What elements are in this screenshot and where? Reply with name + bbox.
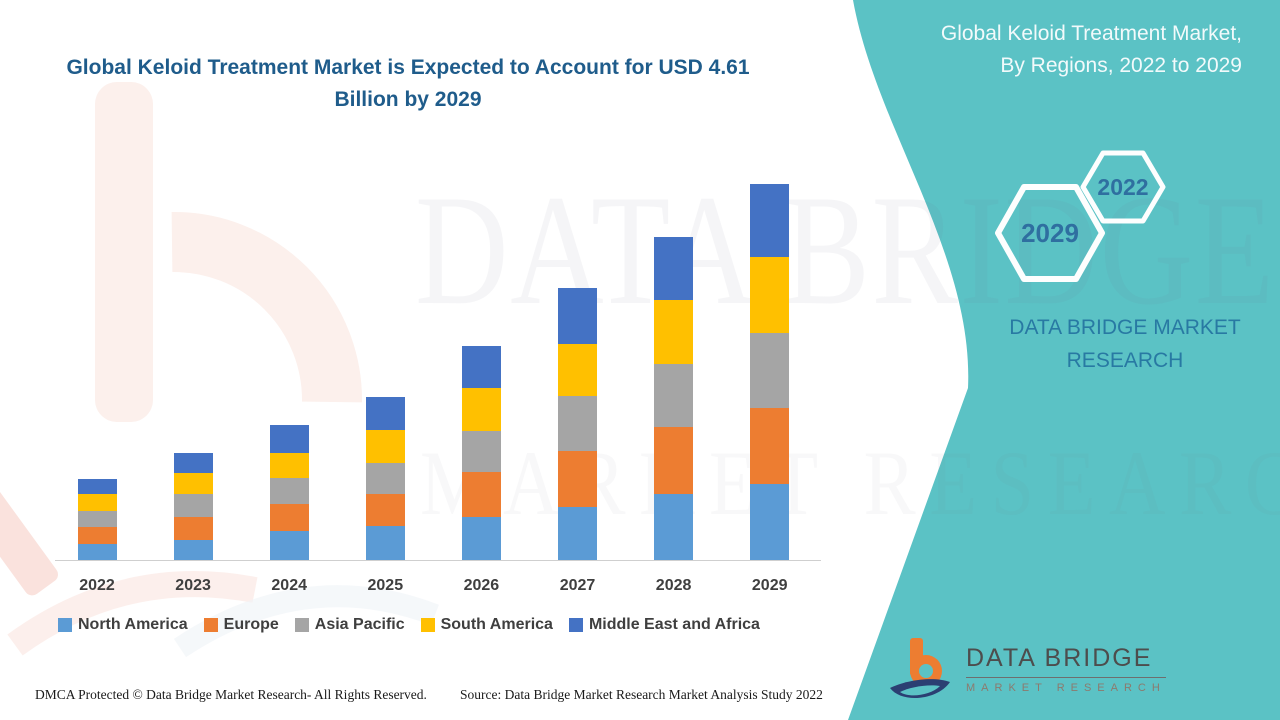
bar-segment-2023-europe bbox=[173, 517, 213, 540]
bar-segment-2029-europe bbox=[750, 407, 790, 484]
legend-item-europe: Europe bbox=[203, 616, 279, 634]
bar-segment-2027-middle-east-and-africa bbox=[558, 288, 597, 345]
brand-text: DATA BRIDGE MARKET RESEARCH bbox=[1009, 316, 1241, 372]
bar-segment-2028-europe bbox=[654, 426, 694, 494]
hexagon-2022-label: 2022 bbox=[1097, 174, 1148, 200]
hexagon-2029: 2029 bbox=[995, 184, 1105, 282]
bar-segment-2023-asia-pacific bbox=[173, 493, 213, 518]
bar-segment-2023-north-america bbox=[173, 539, 213, 560]
x-axis-label-2025: 2025 bbox=[367, 577, 404, 594]
bar-segment-2026-europe bbox=[461, 472, 501, 518]
bar-segment-2027-asia-pacific bbox=[558, 395, 597, 452]
bar-segment-2024-europe bbox=[269, 503, 309, 532]
bar-segment-2029-north-america bbox=[750, 483, 790, 560]
logo-title: DATA BRIDGE bbox=[966, 644, 1166, 678]
footer-copyright: DMCA Protected © Data Bridge Market Rese… bbox=[35, 687, 427, 702]
bar-segment-2022-asia-pacific bbox=[77, 510, 117, 528]
bar-segment-2023-middle-east-and-africa bbox=[173, 452, 213, 474]
bar-segment-2026-north-america bbox=[461, 517, 501, 560]
legend-item-north-america: North America bbox=[58, 616, 188, 634]
logo-subtitle: MARKET RESEARCH bbox=[966, 682, 1166, 694]
bar-segment-2025-asia-pacific bbox=[365, 463, 405, 494]
bar-segment-2022-south-america bbox=[77, 493, 117, 511]
bar-segment-2022-europe bbox=[77, 527, 117, 545]
legend-item-asia-pacific: Asia Pacific bbox=[294, 616, 405, 634]
bar-segment-2026-middle-east-and-africa bbox=[461, 345, 501, 389]
x-axis-line bbox=[55, 560, 821, 561]
legend-swatch-icon bbox=[420, 618, 435, 632]
bar-segment-2024-middle-east-and-africa bbox=[269, 425, 309, 453]
chart-legend: North America Europe Asia Pacific South Ame… bbox=[58, 616, 848, 634]
hexagon-2022: 2022 bbox=[1080, 150, 1166, 224]
bar-segment-2025-middle-east-and-africa bbox=[365, 397, 405, 430]
bar-segment-2025-south-america bbox=[365, 429, 405, 464]
x-axis-label-2029: 2029 bbox=[751, 577, 788, 594]
bar-segment-2029-asia-pacific bbox=[750, 333, 790, 408]
bar-segment-2023-south-america bbox=[173, 473, 213, 494]
x-axis-label-2024: 2024 bbox=[271, 577, 307, 594]
legend-label: Asia Pacific bbox=[314, 616, 405, 633]
x-axis-label-2028: 2028 bbox=[655, 577, 692, 594]
bar-segment-2026-asia-pacific bbox=[461, 430, 501, 473]
legend-label: North America bbox=[78, 616, 188, 633]
bar-segment-2028-north-america bbox=[654, 493, 694, 560]
legend-swatch-icon bbox=[294, 618, 309, 632]
legend-item-south-america: South America bbox=[420, 616, 553, 634]
legend-label: Europe bbox=[223, 616, 279, 633]
bar-segment-2028-south-america bbox=[654, 299, 694, 365]
legend-item-middle-east-and-africa: Middle East and Africa bbox=[568, 616, 760, 634]
bar-segment-2027-europe bbox=[558, 451, 597, 507]
footer-source: Source: Data Bridge Market Research Mark… bbox=[460, 687, 823, 702]
data-bridge-logo: DATA BRIDGE MARKET RESEARCH bbox=[888, 636, 1166, 704]
bar-segment-2028-asia-pacific bbox=[654, 364, 694, 427]
x-axis-label-2026: 2026 bbox=[463, 577, 500, 594]
legend-label: Middle East and Africa bbox=[588, 616, 760, 633]
bar-segment-2027-north-america bbox=[558, 506, 597, 560]
bar-segment-2024-north-america bbox=[269, 531, 309, 560]
chart-title: Global Keloid Treatment Market is Expect… bbox=[66, 56, 750, 111]
hexagon-2029-label: 2029 bbox=[1021, 218, 1079, 248]
x-axis-label-2022: 2022 bbox=[79, 577, 115, 594]
bar-segment-2029-middle-east-and-africa bbox=[750, 183, 790, 258]
side-panel-title: Global Keloid Treatment Market, By Regio… bbox=[940, 22, 1242, 77]
bar-segment-2022-middle-east-and-africa bbox=[77, 479, 117, 494]
bar-segment-2029-south-america bbox=[750, 257, 790, 334]
logo-wordmark: DATA BRIDGE MARKET RESEARCH bbox=[966, 636, 1166, 694]
bar-segment-2025-north-america bbox=[365, 525, 405, 560]
legend-swatch-icon bbox=[568, 618, 583, 632]
bar-segment-2028-middle-east-and-africa bbox=[654, 236, 694, 300]
data-bridge-logo-icon bbox=[890, 638, 950, 699]
legend-swatch-icon bbox=[203, 618, 218, 632]
x-axis-label-2023: 2023 bbox=[175, 577, 211, 594]
bar-segment-2027-south-america bbox=[558, 344, 597, 396]
bar-segment-2026-south-america bbox=[461, 388, 501, 431]
x-axis-label-2027: 2027 bbox=[559, 577, 596, 594]
bar-segment-2024-asia-pacific bbox=[269, 478, 309, 504]
legend-swatch-icon bbox=[58, 618, 72, 632]
hexagon-badges: 2022 2029 bbox=[995, 150, 1166, 282]
bar-segment-2025-europe bbox=[365, 493, 405, 526]
legend-label: South America bbox=[440, 616, 553, 633]
bar-segment-2022-north-america bbox=[77, 544, 117, 560]
bar-segment-2024-south-america bbox=[269, 452, 309, 479]
